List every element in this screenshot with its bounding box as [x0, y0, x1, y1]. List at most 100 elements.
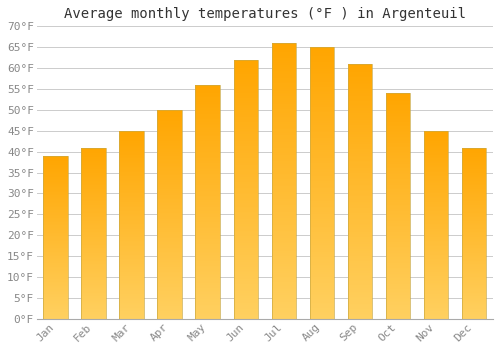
Bar — [462, 206, 486, 207]
Bar — [44, 205, 68, 206]
Bar — [120, 171, 144, 172]
Bar — [310, 82, 334, 83]
Bar — [310, 60, 334, 62]
Bar — [158, 180, 182, 181]
Bar — [386, 197, 410, 198]
Bar — [310, 125, 334, 127]
Bar — [234, 163, 258, 165]
Bar — [158, 164, 182, 166]
Bar — [348, 200, 372, 202]
Bar — [120, 288, 144, 289]
Bar — [424, 218, 448, 220]
Bar — [44, 293, 68, 294]
Bar — [44, 295, 68, 296]
Bar — [234, 105, 258, 106]
Bar — [310, 47, 334, 319]
Bar — [348, 83, 372, 84]
Bar — [462, 255, 486, 256]
Bar — [196, 166, 220, 168]
Bar — [158, 128, 182, 130]
Bar — [310, 239, 334, 241]
Bar — [234, 236, 258, 238]
Bar — [424, 152, 448, 153]
Bar — [424, 276, 448, 278]
Bar — [196, 149, 220, 150]
Bar — [424, 244, 448, 245]
Bar — [158, 173, 182, 174]
Bar — [348, 259, 372, 261]
Bar — [348, 300, 372, 302]
Bar — [424, 143, 448, 145]
Bar — [82, 232, 106, 233]
Bar — [272, 162, 296, 164]
Bar — [348, 164, 372, 166]
Bar — [234, 160, 258, 162]
Bar — [272, 76, 296, 78]
Bar — [82, 149, 106, 150]
Bar — [424, 182, 448, 183]
Bar — [462, 149, 486, 150]
Bar — [196, 97, 220, 99]
Bar — [386, 110, 410, 111]
Bar — [462, 307, 486, 309]
Bar — [386, 138, 410, 140]
Bar — [82, 298, 106, 300]
Bar — [234, 298, 258, 300]
Bar — [120, 294, 144, 295]
Bar — [272, 104, 296, 106]
Bar — [272, 74, 296, 76]
Bar — [424, 301, 448, 303]
Bar — [348, 168, 372, 169]
Bar — [44, 305, 68, 306]
Bar — [386, 295, 410, 296]
Bar — [44, 170, 68, 171]
Bar — [310, 236, 334, 237]
Bar — [196, 164, 220, 166]
Bar — [120, 186, 144, 187]
Bar — [82, 188, 106, 189]
Bar — [44, 172, 68, 173]
Bar — [462, 301, 486, 302]
Bar — [310, 145, 334, 147]
Bar — [120, 264, 144, 265]
Bar — [424, 312, 448, 313]
Bar — [462, 173, 486, 174]
Bar — [272, 137, 296, 139]
Bar — [310, 281, 334, 283]
Bar — [310, 263, 334, 265]
Bar — [424, 285, 448, 286]
Bar — [462, 273, 486, 274]
Bar — [82, 225, 106, 226]
Bar — [272, 148, 296, 150]
Bar — [272, 43, 296, 45]
Bar — [386, 248, 410, 250]
Bar — [462, 203, 486, 205]
Bar — [348, 224, 372, 225]
Bar — [462, 253, 486, 254]
Bar — [44, 234, 68, 235]
Bar — [82, 278, 106, 279]
Bar — [424, 145, 448, 146]
Bar — [348, 93, 372, 94]
Bar — [310, 63, 334, 65]
Bar — [82, 289, 106, 290]
Bar — [234, 96, 258, 98]
Bar — [272, 203, 296, 205]
Bar — [386, 313, 410, 314]
Bar — [424, 196, 448, 197]
Bar — [44, 187, 68, 188]
Bar — [348, 74, 372, 76]
Bar — [234, 201, 258, 203]
Bar — [234, 165, 258, 167]
Bar — [120, 316, 144, 318]
Bar — [386, 308, 410, 310]
Bar — [158, 174, 182, 175]
Bar — [310, 257, 334, 259]
Bar — [386, 162, 410, 164]
Bar — [44, 281, 68, 282]
Bar — [272, 60, 296, 61]
Bar — [310, 54, 334, 56]
Bar — [44, 232, 68, 233]
Bar — [462, 164, 486, 166]
Bar — [120, 309, 144, 310]
